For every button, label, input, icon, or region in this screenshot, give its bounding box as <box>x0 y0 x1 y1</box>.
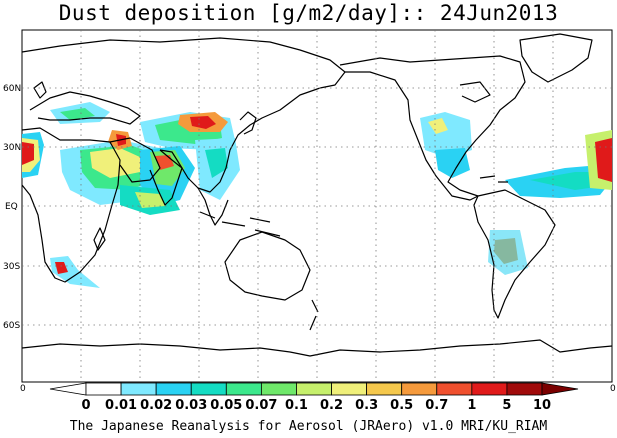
dust-patch-west-africa-hot <box>22 142 34 165</box>
coastlines <box>21 33 613 357</box>
coastline-africa <box>21 127 121 283</box>
coastline-new-zealand <box>309 299 319 331</box>
credit-line: The Japanese Reanalysis for Aerosol (JRA… <box>69 419 548 434</box>
coastline-antarctica <box>21 339 613 357</box>
latitude-labels: 60N 30N EQ 30S 60S <box>3 84 21 331</box>
coastline-madagascar <box>93 227 106 251</box>
coastline-south-america <box>473 189 556 319</box>
lat-label-30s: 30S <box>3 262 20 272</box>
colorbar-level-label: 5 <box>502 398 511 413</box>
colorbar-level-label: 0.7 <box>425 398 448 413</box>
lat-label-eq: EQ <box>5 202 18 212</box>
dust-patch-south-africa-core <box>55 262 68 274</box>
colorbar-level-label: 0.05 <box>210 398 242 413</box>
dust-patch-north-africa-high <box>90 148 142 178</box>
dust-patch-mediterranean-mid <box>60 108 95 120</box>
colorbar-level-label: 0.03 <box>175 398 207 413</box>
coastline-north-america <box>339 55 526 201</box>
colorbar-right-arrow <box>541 382 579 396</box>
colorbar-level-label: 0.1 <box>285 398 308 413</box>
colorbar-swatch <box>366 382 403 396</box>
colorbar-level-label: 0.3 <box>355 398 378 413</box>
colorbar-left-arrow <box>49 382 87 396</box>
colorbar-level-label: 0.5 <box>390 398 413 413</box>
graticule <box>22 30 612 382</box>
colorbar-level-label: 0.2 <box>320 398 343 413</box>
dust-patch-east-atlantic-high <box>595 138 612 182</box>
colorbar-level-label: 0.01 <box>105 398 137 413</box>
colorbar-swatch <box>85 382 122 396</box>
colorbar-swatch <box>331 382 368 396</box>
coastline-hudson-bay <box>459 81 491 103</box>
colorbar-level-label: 0.02 <box>140 398 172 413</box>
colorbar-level-label: 1 <box>467 398 476 413</box>
dust-patch-north-america-mid <box>428 118 448 134</box>
colorbar-right-edge-label: 0 <box>610 384 616 394</box>
colorbar-swatch <box>155 382 192 396</box>
coastline-greenland <box>519 33 593 83</box>
colorbar-swatch <box>190 382 227 396</box>
colorbar-level-label: 0 <box>81 398 90 413</box>
lat-label-60n: 60N <box>3 84 21 94</box>
colorbar-level-label: 0.07 <box>245 398 277 413</box>
lat-label-30n: 30N <box>3 143 21 153</box>
colorbar-left-edge-label: 0 <box>20 384 26 394</box>
coastline-southeast-asia <box>197 187 229 226</box>
dust-patch-arabian-sea-high <box>135 192 165 208</box>
dust-patch-us-southwest <box>435 148 470 178</box>
lat-label-60s: 60S <box>3 321 20 331</box>
colorbar-swatch <box>506 382 543 396</box>
coastline-arabia <box>109 137 161 183</box>
colorbar-swatch <box>436 382 473 396</box>
coastline-japan <box>239 111 257 135</box>
colorbar-swatch <box>260 382 297 396</box>
dust-deposition-field <box>22 102 612 288</box>
colorbar-swatch <box>120 382 157 396</box>
colorbar-swatch <box>471 382 508 396</box>
dust-patch-china-mid <box>205 148 228 178</box>
dust-patch-south-america-outer <box>488 230 528 275</box>
coastline-india <box>149 149 183 206</box>
coastline-indonesia <box>199 211 281 237</box>
dust-patch-taklimakan-core <box>190 116 216 129</box>
coastline-caribbean <box>479 175 508 183</box>
coastline-australia <box>224 231 311 301</box>
colorbar: 0 0.01 0.02 0.03 0.05 0.07 0.1 0.2 0.3 0.5 0.7 1 5 10 <box>49 382 579 413</box>
colorbar-swatch <box>225 382 262 396</box>
colorbar-level-label: 10 <box>533 398 551 413</box>
colorbar-swatch <box>401 382 438 396</box>
colorbar-swatch <box>296 382 332 396</box>
map-title: Dust deposition [g/m2/day]:: 24Jun2013 <box>58 1 559 25</box>
coastline-british-isles <box>33 81 47 99</box>
coastline-europe <box>29 91 141 125</box>
